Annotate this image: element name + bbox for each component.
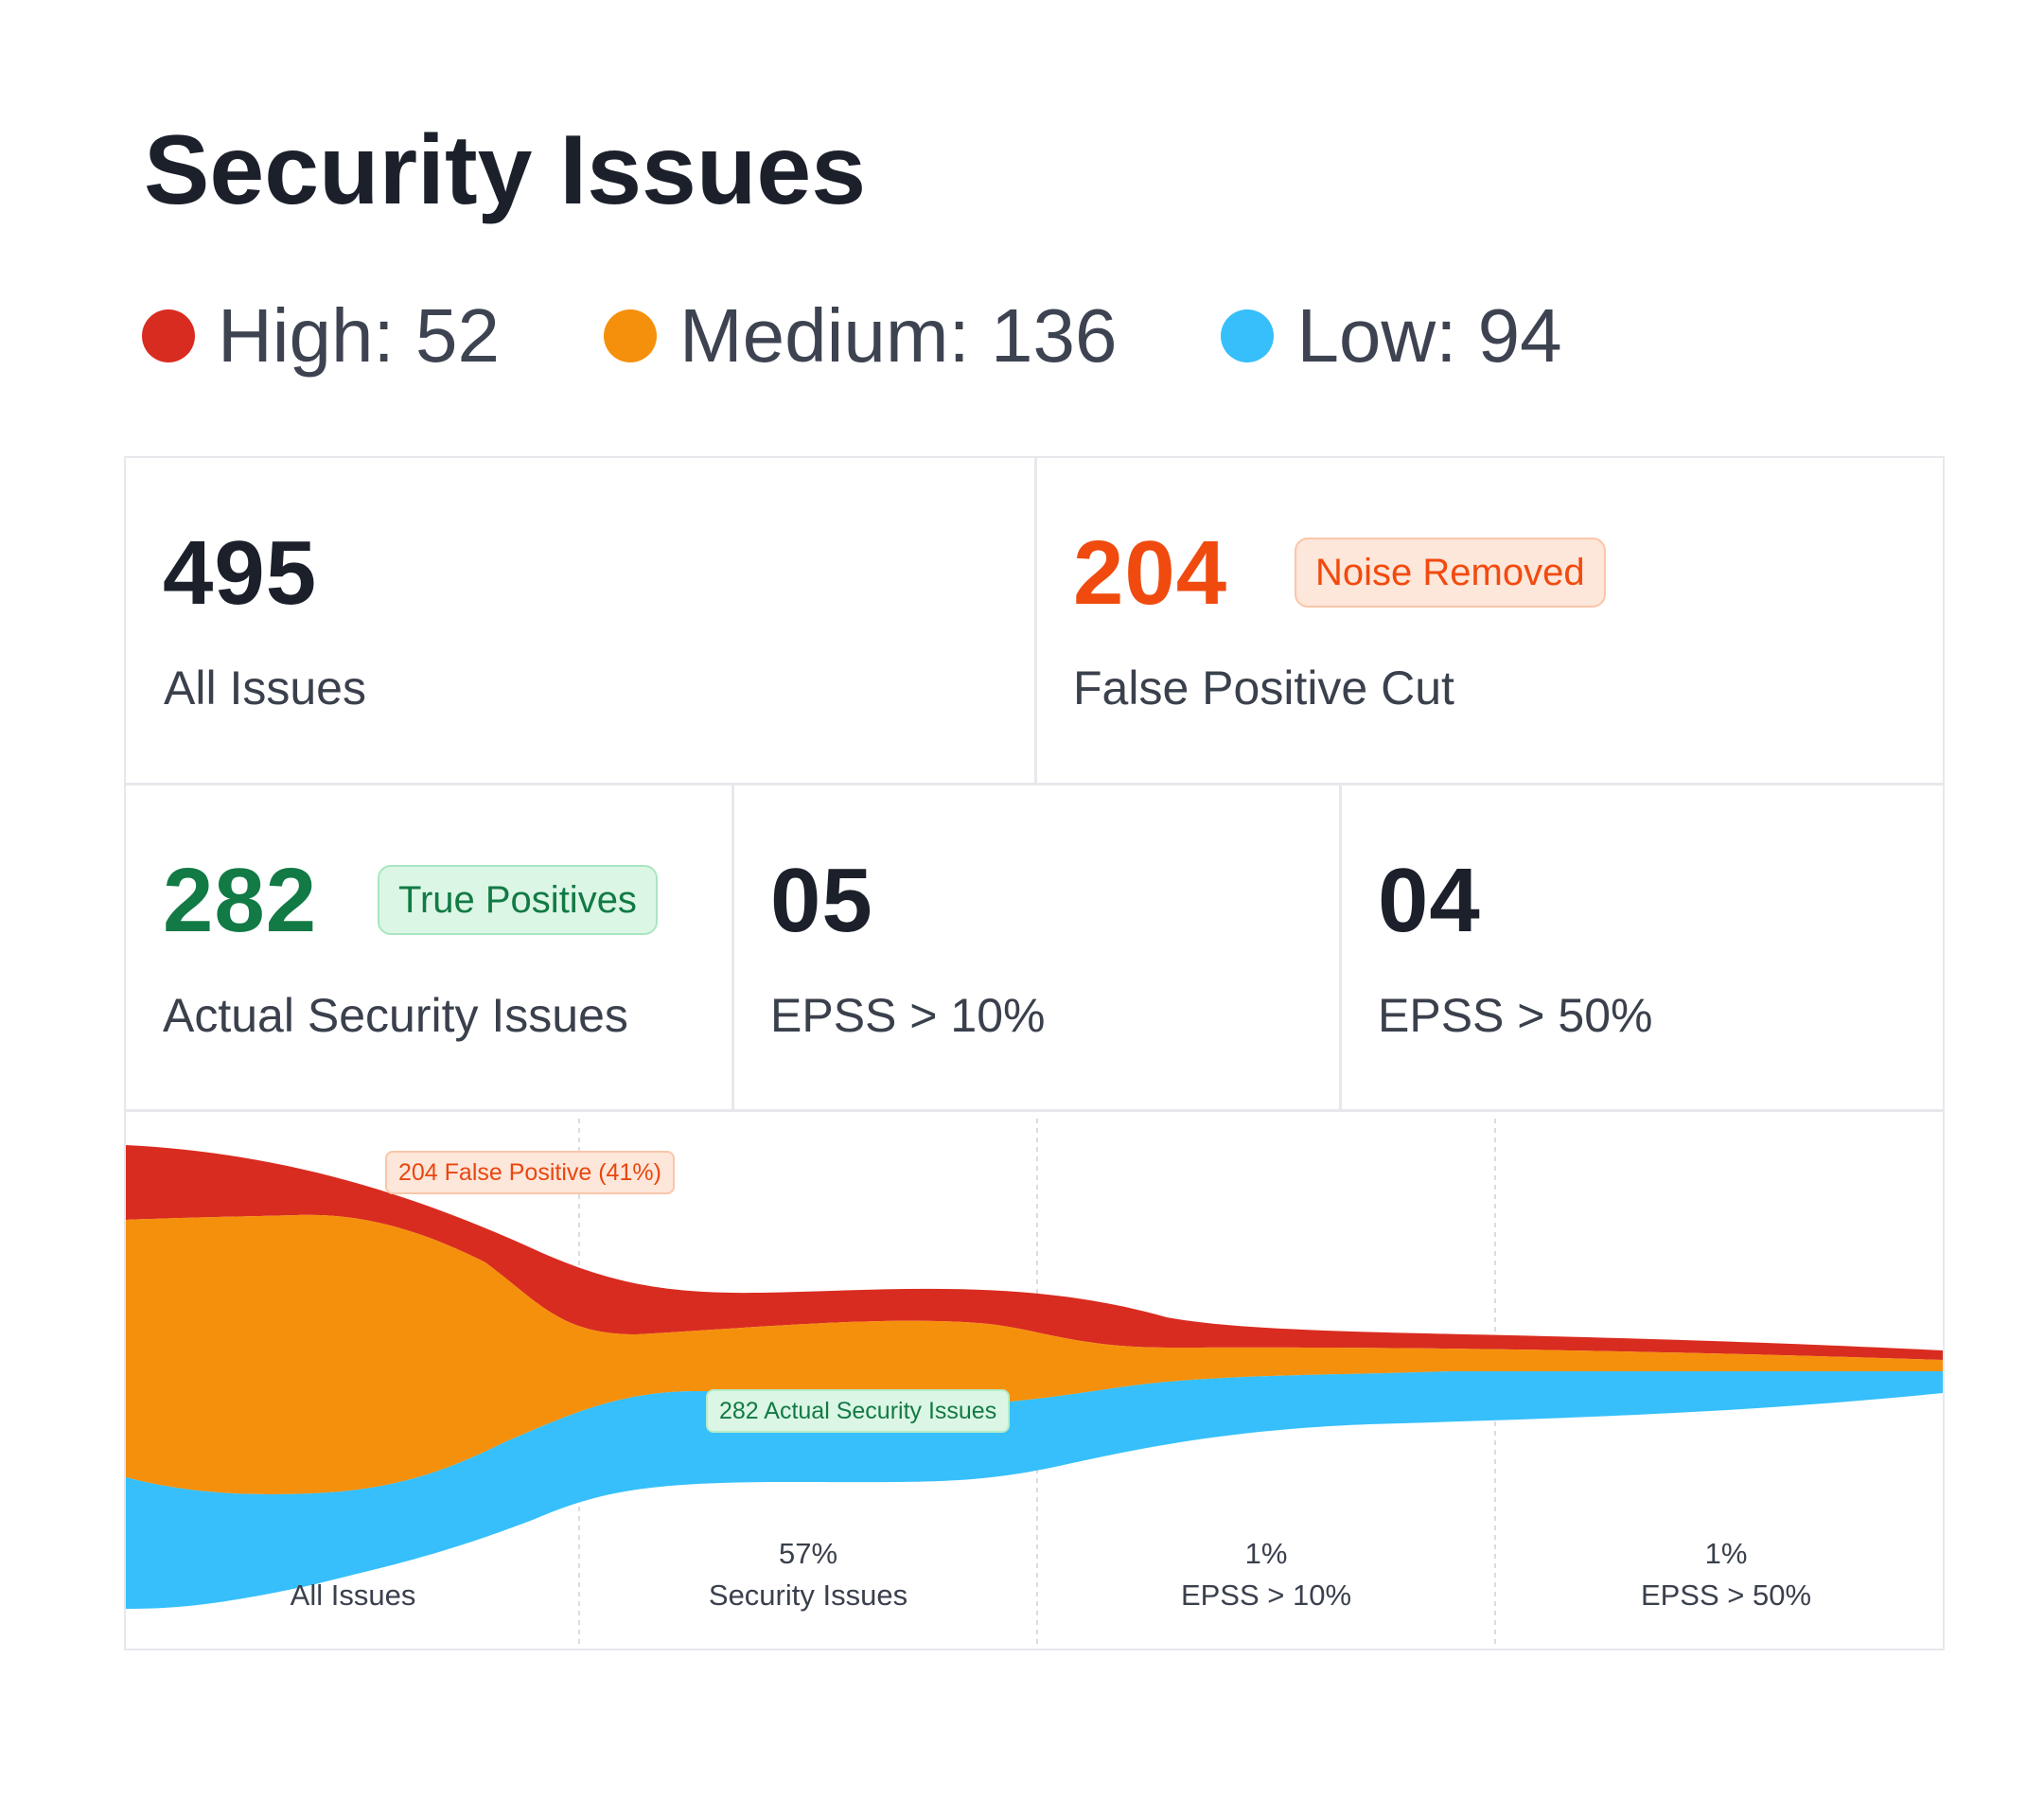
stat-label: Actual Security Issues	[163, 989, 628, 1042]
severity-legend: High: 52 Medium: 136 Low: 94	[142, 293, 1666, 379]
stat-value: 04	[1378, 850, 1481, 951]
false-positive-annotation: 204 False Positive (41%)	[385, 1151, 675, 1194]
stat-value: 282	[163, 850, 318, 951]
medium-dot-icon	[603, 309, 657, 362]
legend-label-medium: Medium: 136	[678, 293, 1118, 378]
low-band	[126, 1371, 1943, 1609]
divider	[126, 1109, 1943, 1112]
stat-label: All Issues	[164, 662, 366, 714]
stage-name: All Issues	[290, 1579, 416, 1612]
stat-epss-10: 05 EPSS > 10%	[734, 785, 1339, 1109]
stat-epss-50: 04 EPSS > 50%	[1342, 785, 1943, 1109]
stat-value: 495	[163, 522, 318, 624]
stage-name: EPSS > 10%	[1180, 1579, 1352, 1612]
divider	[126, 783, 1943, 785]
high-band	[126, 1145, 1943, 1360]
stage-percent: 57%	[778, 1537, 838, 1570]
stat-label: False Positive Cut	[1073, 662, 1454, 714]
stage-label-security-issues: 57% Security Issues	[581, 1533, 1035, 1616]
legend-item-high: High: 52	[142, 293, 500, 379]
stat-value: 204	[1073, 522, 1228, 624]
stat-label: EPSS > 50%	[1378, 989, 1653, 1042]
stage-name: EPSS > 50%	[1640, 1579, 1812, 1612]
stats-panel: 495 All Issues 204 Noise Removed False P…	[124, 456, 1945, 1650]
true-positives-badge: True Positives	[378, 865, 658, 935]
page-title: Security Issues	[144, 115, 867, 225]
legend-item-low: Low: 94	[1221, 293, 1562, 379]
stage-name: Security Issues	[708, 1579, 908, 1612]
legend-item-medium: Medium: 136	[603, 293, 1118, 379]
stage-label-all-issues: All Issues	[126, 1575, 580, 1616]
divider	[1339, 783, 1342, 1109]
funnel-svg	[126, 1119, 1943, 1649]
stage-percent: 1%	[1244, 1537, 1288, 1570]
stage-label-epss-10: 1% EPSS > 10%	[1039, 1533, 1493, 1616]
low-dot-icon	[1221, 309, 1275, 362]
stat-actual-issues: 282 True Positives Actual Security Issue…	[126, 785, 731, 1109]
stat-all-issues: 495 All Issues	[126, 458, 1034, 783]
divider	[1034, 458, 1037, 783]
high-dot-icon	[142, 309, 195, 362]
medium-band	[126, 1214, 1943, 1494]
noise-removed-badge: Noise Removed	[1295, 538, 1606, 608]
legend-label-low: Low: 94	[1296, 293, 1562, 378]
divider	[731, 783, 734, 1109]
stat-false-positive: 204 Noise Removed False Positive Cut	[1037, 458, 1943, 783]
actual-issues-annotation: 282 Actual Security Issues	[706, 1389, 1011, 1433]
stage-label-epss-50: 1% EPSS > 50%	[1499, 1533, 1953, 1616]
issues-funnel-chart: 204 False Positive (41%) 282 Actual Secu…	[126, 1111, 1943, 1650]
legend-label-high: High: 52	[218, 293, 500, 378]
stat-label: EPSS > 10%	[770, 989, 1046, 1042]
stage-percent: 1%	[1704, 1537, 1748, 1570]
stat-value: 05	[770, 850, 873, 951]
